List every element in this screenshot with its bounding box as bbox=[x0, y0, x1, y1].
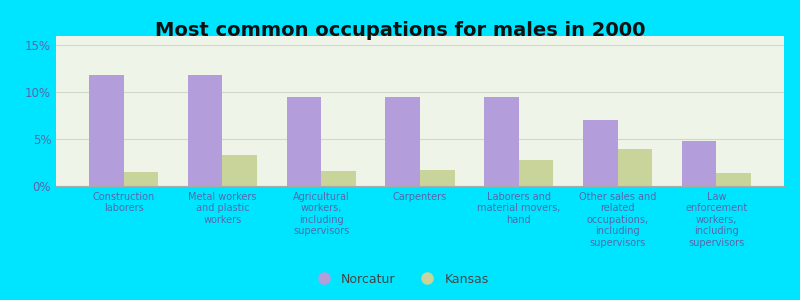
Bar bbox=[124, 172, 158, 186]
Legend: Norcatur, Kansas: Norcatur, Kansas bbox=[306, 268, 494, 291]
Bar bbox=[583, 120, 618, 186]
Bar bbox=[386, 97, 420, 186]
Bar bbox=[286, 97, 322, 186]
Bar bbox=[518, 160, 554, 186]
Bar bbox=[89, 75, 124, 186]
Bar bbox=[322, 171, 356, 186]
Text: Most common occupations for males in 2000: Most common occupations for males in 200… bbox=[154, 21, 646, 40]
Bar bbox=[188, 75, 222, 186]
Bar bbox=[716, 173, 751, 186]
Bar bbox=[682, 141, 716, 186]
Bar bbox=[420, 170, 454, 186]
Bar bbox=[222, 155, 257, 186]
Bar bbox=[618, 149, 652, 186]
Bar bbox=[484, 97, 518, 186]
